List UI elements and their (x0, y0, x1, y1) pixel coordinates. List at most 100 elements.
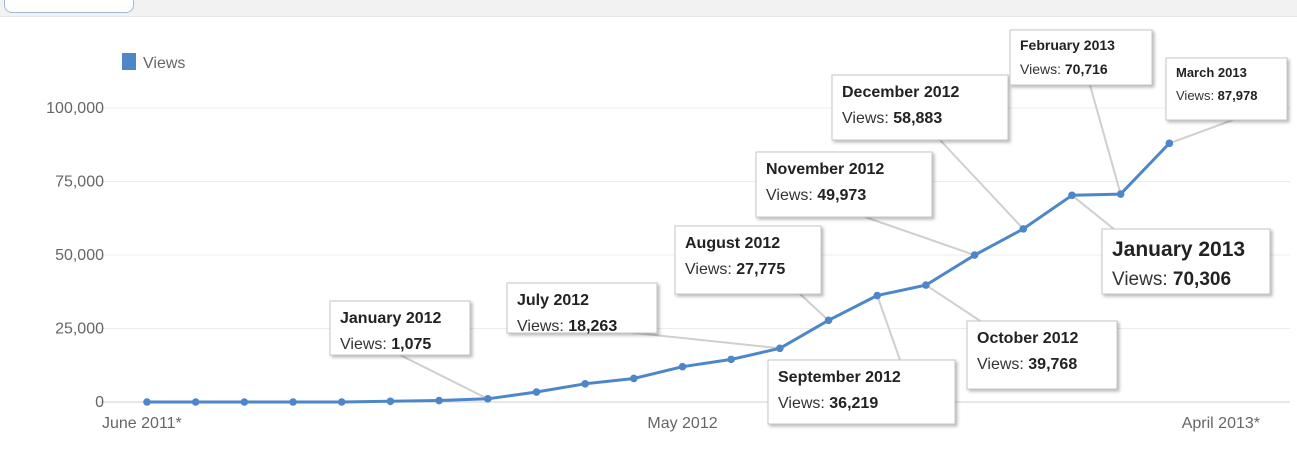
tooltip-title: August 2012 (685, 235, 780, 252)
tooltip-title: September 2012 (778, 369, 901, 386)
tooltip-label: Views: (778, 395, 829, 412)
data-point (873, 291, 882, 300)
x-tick-label: June 2011* (102, 415, 182, 432)
tooltip: October 2012 Views: 39,768 (966, 320, 1118, 390)
views-series (143, 139, 1174, 406)
data-point (970, 251, 979, 259)
data-point (1068, 191, 1076, 200)
tooltip-value-line: Views: 18,263 (517, 318, 617, 335)
data-point (191, 398, 200, 406)
y-tick-label: 100,000 (46, 100, 104, 117)
tooltip-value-line: Views: 70,306 (1112, 269, 1231, 290)
tooltip-value: 87,978 (1218, 88, 1258, 103)
data-point (824, 316, 833, 325)
tooltip-value-line: Views: 87,978 (1176, 88, 1257, 103)
tooltip-connector (799, 293, 830, 322)
x-tick-label: April 2013* (1182, 415, 1260, 432)
tooltip-value: 39,768 (1028, 356, 1077, 373)
tooltip-value: 1,075 (391, 336, 431, 353)
tooltip: September 2012 Views: 36,219 (767, 359, 956, 425)
tooltip-value-line: Views: 49,973 (766, 187, 866, 204)
tooltip-label: Views: (977, 356, 1028, 373)
tooltip-label: Views: (1176, 88, 1218, 103)
tooltip-value: 36,219 (829, 395, 878, 412)
views-line (147, 142, 1171, 404)
data-point (727, 355, 735, 364)
tooltip: January 2013 Views: 70,306 (1101, 228, 1271, 295)
tooltip: January 2012 Views: 1,075 (329, 300, 471, 356)
x-axis: June 2011* May 2012 April 2013* (102, 415, 1260, 432)
tooltip: August 2012 Views: 27,775 (674, 225, 822, 295)
tooltip-label: Views: (842, 110, 893, 127)
data-point (1019, 225, 1028, 233)
tooltip-connector (939, 139, 1025, 230)
tooltip-connector (876, 295, 901, 361)
data-point (776, 344, 784, 353)
tooltip-label: Views: (1112, 269, 1173, 290)
tooltip: July 2012 Views: 18,263 (506, 282, 658, 335)
top-toolbar (0, 0, 1297, 17)
legend-swatch (122, 53, 136, 70)
tooltip-title: November 2012 (766, 161, 884, 178)
x-tick-label: May 2012 (647, 415, 717, 432)
data-point (1116, 190, 1125, 198)
data-point (337, 398, 346, 406)
tooltip-title: January 2013 (1112, 238, 1245, 261)
tooltip-title: December 2012 (842, 84, 960, 101)
toolbar-tab[interactable] (4, 0, 134, 13)
tooltip-label: Views: (1020, 61, 1065, 77)
tooltip-box (966, 320, 1118, 390)
tooltip-value: 18,263 (568, 318, 617, 335)
tooltip-value: 49,973 (817, 187, 866, 204)
tooltip-box (674, 225, 822, 295)
tooltip-box (1009, 29, 1153, 86)
data-point (289, 398, 297, 406)
tooltip: November 2012 Views: 49,973 (755, 151, 933, 218)
tooltip-label: Views: (685, 261, 736, 278)
tooltip: February 2013 Views: 70,716 (1009, 29, 1153, 86)
tooltip-label: Views: (766, 187, 817, 204)
tooltip-label: Views: (340, 336, 391, 353)
data-point (581, 379, 589, 388)
tooltip-value-line: Views: 36,219 (778, 395, 878, 412)
tooltip-title: July 2012 (517, 292, 589, 309)
tooltip-value: 58,883 (893, 110, 942, 127)
tooltip-connector (624, 331, 780, 350)
tooltip-connector (1089, 84, 1122, 195)
tooltip-box (755, 151, 933, 218)
tooltip-box (831, 74, 1009, 141)
tooltip-box (329, 300, 471, 356)
data-point (630, 374, 638, 383)
data-point (240, 398, 249, 406)
y-tick-label: 0 (95, 394, 104, 411)
tooltip-value: 70,306 (1173, 269, 1231, 290)
legend-label: Views (143, 55, 185, 72)
tooltip-title: October 2012 (977, 330, 1078, 347)
tooltip-title: March 2013 (1176, 65, 1247, 80)
data-point (143, 398, 151, 406)
data-point (532, 388, 541, 396)
data-point (922, 281, 930, 289)
y-tick-label: 75,000 (55, 174, 104, 191)
tooltip-box (1165, 57, 1288, 121)
tooltip-box (506, 282, 658, 334)
tooltip-value-line: Views: 39,768 (977, 356, 1077, 373)
tooltip-value-line: Views: 58,883 (842, 110, 942, 127)
tooltip-box (767, 359, 956, 425)
data-point (1165, 139, 1174, 148)
data-point (386, 397, 395, 406)
tooltip: December 2012 Views: 58,883 (831, 74, 1009, 141)
tooltip-title: January 2012 (340, 310, 442, 327)
legend: Views (122, 53, 185, 72)
tooltip-value: 27,775 (736, 261, 785, 278)
y-axis: 0 25,000 50,000 75,000 100,000 (46, 100, 104, 411)
tooltip-connector (397, 353, 489, 400)
tooltip-value-line: Views: 1,075 (340, 336, 431, 353)
tooltip-value: 70,716 (1065, 61, 1108, 77)
tooltip-value-line: Views: 27,775 (685, 261, 785, 278)
y-tick-label: 25,000 (55, 321, 104, 338)
tooltips: January 2012 Views: 1,075 July 2012 Views: … (329, 29, 1288, 425)
tooltip-label: Views: (517, 318, 568, 335)
data-point (483, 395, 492, 403)
